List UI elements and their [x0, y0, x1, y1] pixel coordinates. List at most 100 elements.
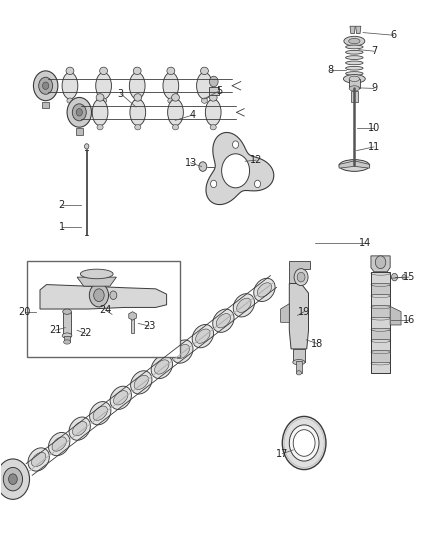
Text: 8: 8: [327, 65, 333, 75]
Ellipse shape: [134, 94, 142, 101]
Circle shape: [72, 104, 86, 121]
Text: 24: 24: [99, 305, 112, 315]
Ellipse shape: [49, 432, 70, 456]
Ellipse shape: [62, 333, 72, 338]
Text: 3: 3: [118, 88, 124, 99]
Ellipse shape: [81, 269, 113, 279]
Bar: [371, 341, 390, 350]
Bar: [42, 102, 49, 108]
Circle shape: [293, 430, 315, 456]
Ellipse shape: [197, 72, 212, 99]
Ellipse shape: [110, 386, 131, 409]
Polygon shape: [371, 256, 390, 272]
Ellipse shape: [349, 38, 360, 44]
Ellipse shape: [371, 305, 390, 309]
Ellipse shape: [155, 360, 169, 374]
Ellipse shape: [93, 406, 107, 421]
Circle shape: [94, 289, 104, 302]
Ellipse shape: [296, 370, 301, 375]
Text: 13: 13: [184, 158, 197, 168]
Circle shape: [402, 274, 406, 280]
Bar: [371, 296, 390, 305]
Ellipse shape: [371, 294, 390, 297]
Ellipse shape: [28, 448, 49, 471]
Text: 1: 1: [59, 222, 65, 232]
Circle shape: [110, 291, 117, 300]
Ellipse shape: [349, 86, 360, 91]
Ellipse shape: [371, 317, 390, 320]
Text: 5: 5: [216, 86, 222, 96]
Text: 12: 12: [250, 155, 262, 165]
Ellipse shape: [133, 67, 141, 75]
Text: 7: 7: [371, 46, 377, 56]
Bar: [371, 318, 390, 328]
Polygon shape: [289, 261, 310, 284]
Text: 23: 23: [143, 321, 155, 331]
Bar: [293, 349, 305, 362]
Ellipse shape: [371, 339, 390, 343]
Bar: [351, 91, 358, 102]
Ellipse shape: [100, 67, 107, 75]
Text: 14: 14: [359, 238, 371, 247]
Circle shape: [222, 154, 250, 188]
Ellipse shape: [167, 67, 175, 75]
Circle shape: [297, 272, 305, 282]
Polygon shape: [281, 304, 289, 322]
Bar: [27, 261, 180, 357]
Bar: [63, 312, 71, 336]
Ellipse shape: [257, 282, 272, 297]
Ellipse shape: [371, 350, 390, 354]
Circle shape: [392, 273, 398, 281]
Ellipse shape: [192, 325, 213, 348]
Ellipse shape: [237, 298, 251, 312]
Circle shape: [67, 98, 92, 127]
Ellipse shape: [349, 76, 360, 82]
Circle shape: [209, 76, 218, 87]
Ellipse shape: [205, 99, 221, 126]
Ellipse shape: [113, 391, 128, 405]
Circle shape: [254, 180, 261, 188]
Ellipse shape: [209, 94, 217, 101]
Ellipse shape: [135, 125, 141, 130]
Ellipse shape: [168, 99, 184, 126]
Text: 6: 6: [391, 30, 397, 41]
Bar: [371, 364, 390, 373]
Text: 18: 18: [311, 338, 323, 349]
Bar: [131, 316, 134, 333]
Polygon shape: [289, 284, 308, 349]
Ellipse shape: [163, 72, 179, 99]
Ellipse shape: [173, 125, 179, 130]
Ellipse shape: [216, 313, 230, 328]
Ellipse shape: [371, 283, 390, 286]
Ellipse shape: [346, 66, 363, 70]
Ellipse shape: [346, 71, 363, 75]
Circle shape: [233, 141, 239, 148]
Ellipse shape: [172, 340, 193, 363]
Ellipse shape: [63, 309, 71, 314]
Ellipse shape: [254, 278, 275, 302]
Polygon shape: [206, 133, 274, 205]
Bar: [371, 307, 390, 317]
Ellipse shape: [151, 356, 173, 378]
Ellipse shape: [201, 98, 208, 103]
Circle shape: [199, 162, 207, 171]
Circle shape: [9, 474, 17, 484]
Bar: [371, 285, 390, 294]
Bar: [371, 273, 390, 283]
Circle shape: [42, 82, 49, 90]
Bar: [349, 79, 360, 88]
Ellipse shape: [196, 329, 210, 343]
Circle shape: [39, 77, 53, 94]
Circle shape: [0, 459, 29, 499]
Circle shape: [89, 284, 109, 307]
Bar: [208, 87, 219, 95]
Ellipse shape: [101, 98, 106, 103]
Ellipse shape: [344, 36, 365, 46]
Circle shape: [85, 144, 89, 149]
Ellipse shape: [32, 453, 46, 466]
Text: 9: 9: [371, 83, 377, 93]
Text: 4: 4: [190, 110, 196, 120]
Circle shape: [33, 71, 58, 101]
Text: 19: 19: [298, 306, 310, 317]
Ellipse shape: [168, 98, 174, 103]
